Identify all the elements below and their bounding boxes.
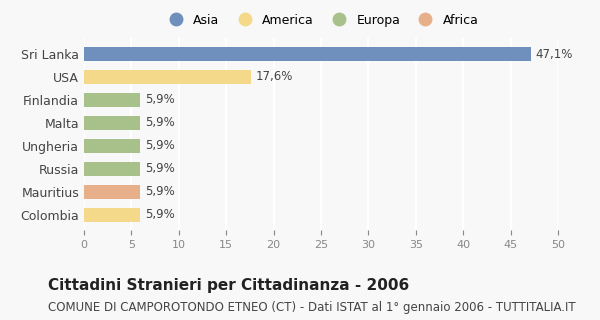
Bar — [84, 70, 251, 84]
Bar — [84, 185, 140, 199]
Bar — [84, 162, 140, 176]
Bar — [84, 93, 140, 107]
Bar — [84, 208, 140, 222]
Bar — [84, 139, 140, 153]
Text: 5,9%: 5,9% — [145, 140, 175, 152]
Text: Cittadini Stranieri per Cittadinanza - 2006: Cittadini Stranieri per Cittadinanza - 2… — [48, 278, 409, 293]
Legend: Asia, America, Europa, Africa: Asia, America, Europa, Africa — [160, 10, 482, 31]
Bar — [84, 116, 140, 130]
Text: COMUNE DI CAMPOROTONDO ETNEO (CT) - Dati ISTAT al 1° gennaio 2006 - TUTTITALIA.I: COMUNE DI CAMPOROTONDO ETNEO (CT) - Dati… — [48, 301, 575, 314]
Text: 5,9%: 5,9% — [145, 162, 175, 175]
Text: 5,9%: 5,9% — [145, 116, 175, 129]
Text: 5,9%: 5,9% — [145, 185, 175, 198]
Text: 17,6%: 17,6% — [256, 70, 293, 84]
Text: 5,9%: 5,9% — [145, 208, 175, 221]
Bar — [84, 47, 530, 61]
Text: 5,9%: 5,9% — [145, 93, 175, 107]
Text: 47,1%: 47,1% — [535, 47, 572, 60]
